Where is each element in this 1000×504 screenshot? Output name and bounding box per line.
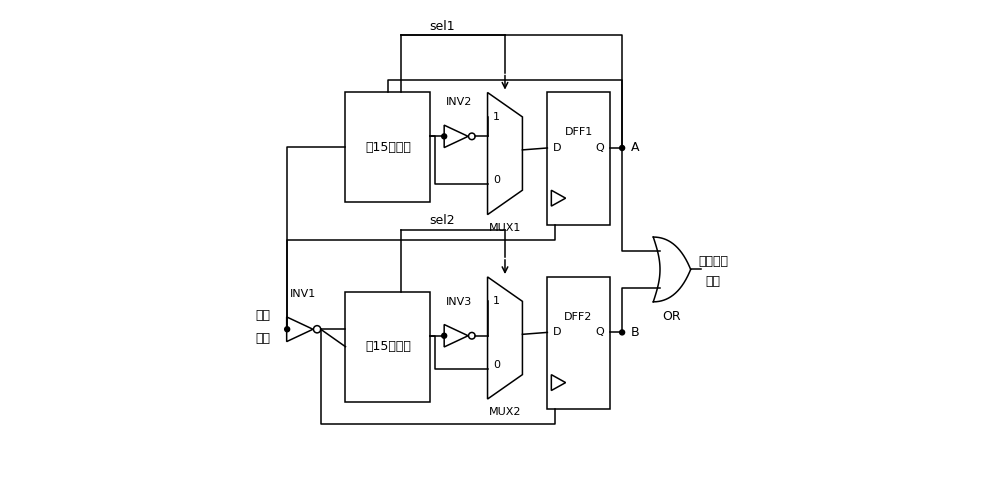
Circle shape — [620, 146, 625, 151]
Text: 高频: 高频 — [256, 309, 271, 322]
Circle shape — [442, 134, 447, 139]
Circle shape — [620, 330, 625, 335]
Text: 0: 0 — [493, 175, 500, 185]
Text: 模15计数器: 模15计数器 — [365, 141, 411, 154]
Circle shape — [285, 327, 290, 332]
Text: INV1: INV1 — [290, 289, 316, 299]
Text: D: D — [553, 328, 562, 337]
Text: sel1: sel1 — [430, 20, 455, 33]
Text: Q: Q — [595, 143, 604, 153]
Polygon shape — [488, 277, 522, 399]
Text: 时钟: 时钟 — [706, 275, 721, 288]
Text: 1: 1 — [493, 112, 500, 122]
Text: B: B — [631, 326, 640, 339]
Text: DFF2: DFF2 — [564, 311, 593, 322]
Text: 模15计数器: 模15计数器 — [365, 340, 411, 353]
Text: MUX2: MUX2 — [489, 407, 521, 417]
Text: 1: 1 — [493, 296, 500, 306]
Bar — [547, 277, 610, 409]
Text: D: D — [553, 143, 562, 153]
Text: A: A — [631, 142, 640, 154]
Circle shape — [442, 333, 447, 338]
Text: INV3: INV3 — [446, 297, 472, 307]
Text: MUX1: MUX1 — [489, 223, 521, 232]
Bar — [345, 93, 430, 202]
Text: INV2: INV2 — [446, 97, 472, 107]
Text: Q: Q — [595, 328, 604, 337]
Text: DFF1: DFF1 — [564, 127, 593, 137]
Polygon shape — [488, 93, 522, 215]
Text: 0: 0 — [493, 360, 500, 370]
Bar — [345, 292, 430, 402]
Text: 时钟: 时钟 — [256, 332, 271, 345]
Text: OR: OR — [663, 309, 681, 323]
Text: 奇数分频: 奇数分频 — [698, 256, 728, 269]
Text: sel2: sel2 — [430, 214, 455, 227]
Bar — [547, 93, 610, 225]
